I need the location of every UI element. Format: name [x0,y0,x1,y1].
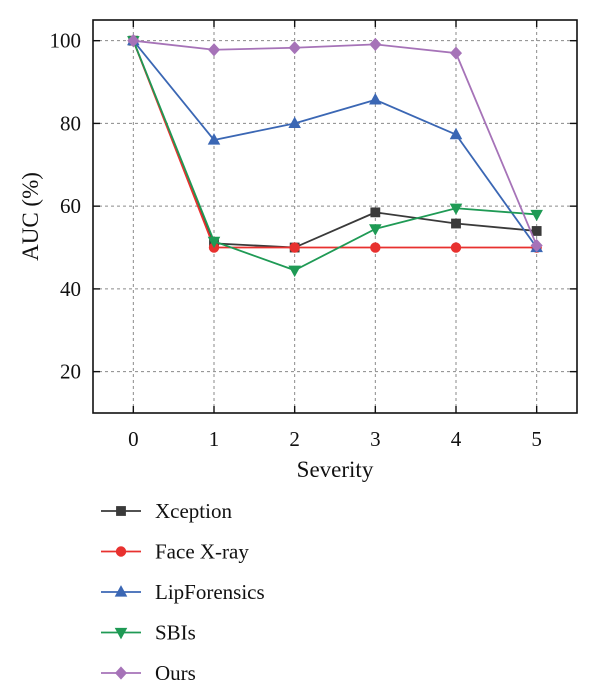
data-point-xception [531,226,542,236]
legend-label: LipForensics [155,580,265,604]
legend-item-ours: Ours [101,661,196,685]
legend-item-face-x-ray: Face X-ray [101,540,249,564]
x-tick-label: 0 [128,427,139,451]
x-tick-label: 5 [531,427,542,451]
legend-item-xception: Xception [101,499,232,523]
grid [93,20,577,413]
data-point-ours [207,43,221,57]
plot-area [92,19,578,414]
series-ours [127,34,543,253]
legend-label: Xception [155,499,232,523]
legend-marker [114,627,128,640]
data-point-sbis [530,209,543,222]
legend-marker [114,585,128,597]
x-tick-label: 3 [370,427,381,451]
series-lipforensics [127,33,543,253]
y-axis-title: AUC (%) [18,172,43,261]
data-point-ours [530,238,543,253]
x-tick-label: 2 [289,427,300,451]
axis-ticks: 0 1 2 3 4 5 20 40 60 80 100 [50,20,577,451]
series-face-x-ray [128,35,542,253]
series-line-sbis [132,40,537,272]
data-point-lipforensics [207,133,221,145]
data-point-ours [288,41,301,55]
series-sbis [127,36,543,278]
series-line-xception [132,40,537,249]
x-tick-label: 4 [451,427,462,451]
y-tick-label: 80 [60,111,81,135]
data-point-ours [369,37,382,51]
legend: Xception Face X-ray LipForensics SBIs Ours [101,499,265,685]
data-point-ours [127,34,140,48]
x-axis-title: Severity [297,457,374,482]
legend-label: SBIs [155,621,196,645]
y-tick-label: 60 [60,194,81,218]
x-tick-label: 1 [209,427,220,451]
data-point-xception [451,218,461,229]
data-point-ours [449,46,463,60]
data-point-xception [370,207,381,218]
y-tick-label: 100 [50,29,82,53]
legend-label: Ours [155,661,196,685]
legend-marker [114,666,128,680]
legend-item-sbis: SBIs [101,621,196,645]
data-point-sbis [207,236,221,249]
data-point-face-x-ray [450,242,462,253]
series-line-lipforensics [132,40,538,249]
legend-label: Face X-ray [155,540,249,564]
y-tick-label: 40 [60,277,81,301]
data-point-face-x-ray [289,242,300,253]
legend-marker [115,546,127,557]
y-tick-label: 20 [60,360,81,384]
series-line-ours [133,39,538,246]
data-point-face-x-ray [370,242,381,253]
data-point-lipforensics [288,116,301,129]
series-xception [128,35,542,253]
data-point-sbis [288,265,301,278]
data-point-sbis [369,224,382,236]
legend-item-lipforensics: LipForensics [101,580,265,604]
data-point-lipforensics [369,93,382,105]
series-line-face-x-ray [132,40,537,249]
data-point-sbis [449,203,463,216]
series-lines [127,33,543,278]
legend-marker [116,506,126,516]
data-point-lipforensics [449,127,463,140]
